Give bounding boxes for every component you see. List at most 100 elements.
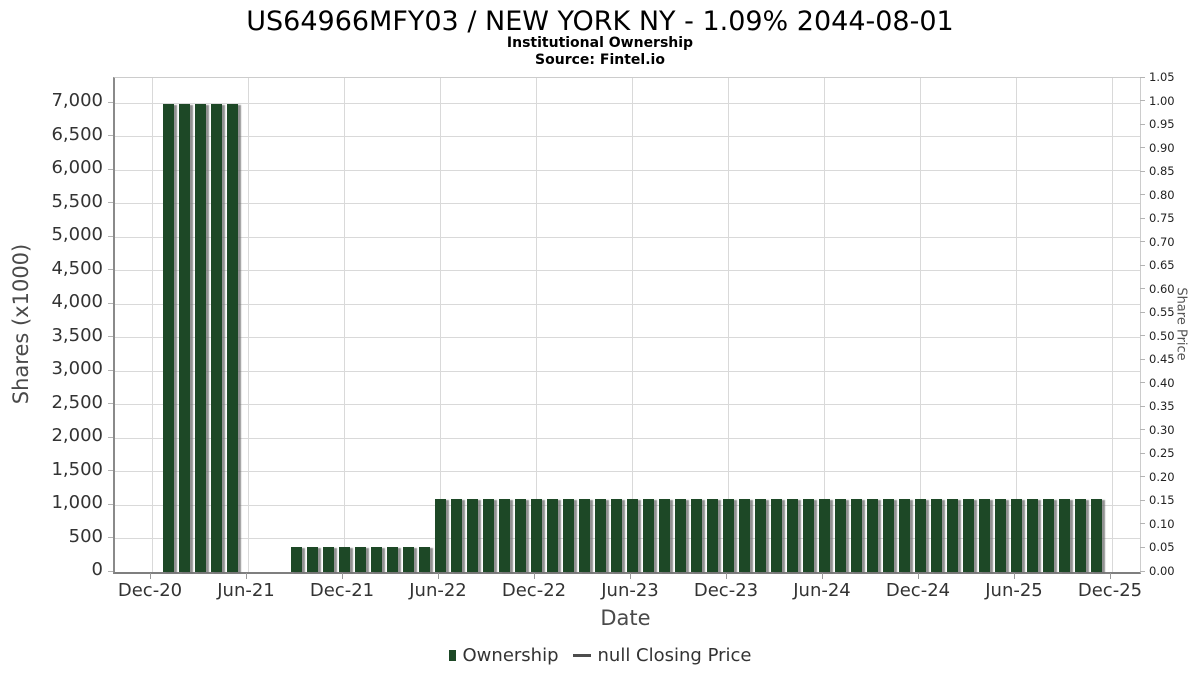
y-gridline [115, 404, 1140, 405]
ownership-bar[interactable] [194, 103, 206, 572]
ownership-bar[interactable] [818, 498, 830, 572]
ownership-bar[interactable] [338, 546, 350, 572]
left-axis-tick-label: 2,000 [51, 425, 103, 446]
ownership-bar[interactable] [610, 498, 622, 572]
right-axis-tick-label: 0.90 [1149, 140, 1175, 155]
ownership-bar[interactable] [418, 546, 430, 572]
right-axis-tick-label: 0.45 [1149, 352, 1175, 367]
ownership-bar[interactable] [882, 498, 894, 572]
ownership-bar[interactable] [594, 498, 606, 572]
right-axis-tick [1140, 194, 1145, 196]
ownership-bar[interactable] [722, 498, 734, 572]
y-gridline [115, 303, 1140, 305]
ownership-bar[interactable] [402, 546, 414, 572]
x-gridline [151, 78, 153, 572]
ownership-bar[interactable] [162, 103, 174, 572]
left-axis-tick [108, 570, 113, 572]
y-gridline [115, 236, 1140, 238]
ownership-bar[interactable] [674, 498, 686, 572]
left-axis-tick [108, 403, 113, 404]
ownership-bar[interactable] [1010, 498, 1022, 572]
right-axis-tick-label: 0.05 [1149, 540, 1175, 555]
legend-item-closing-price[interactable]: null Closing Price [572, 645, 751, 666]
ownership-bar[interactable] [802, 498, 814, 572]
ownership-bar[interactable] [946, 498, 958, 572]
ownership-bar[interactable] [914, 498, 926, 572]
right-axis-tick-label: 0.60 [1149, 281, 1175, 296]
left-axis-tick [108, 135, 113, 136]
right-y-axis-title: Share Price [1173, 287, 1189, 361]
ownership-bar[interactable] [834, 498, 846, 572]
ownership-bar[interactable] [1090, 498, 1102, 572]
left-axis-tick [108, 101, 113, 103]
ownership-bar[interactable] [546, 498, 558, 572]
ownership-bar[interactable] [450, 498, 462, 572]
ownership-bar[interactable] [642, 498, 654, 572]
left-axis-tick [108, 470, 113, 471]
ownership-bar[interactable] [210, 103, 222, 572]
ownership-bar[interactable] [562, 498, 574, 572]
ownership-bar[interactable] [354, 546, 366, 572]
ownership-bar[interactable] [290, 546, 302, 572]
left-axis-tick-label: 2,500 [51, 391, 103, 413]
ownership-bar[interactable] [738, 498, 750, 572]
left-axis-tick-label: 0 [91, 559, 103, 580]
left-axis-tick [108, 302, 113, 304]
ownership-bar[interactable] [898, 498, 910, 572]
x-axis-tick [438, 573, 439, 579]
x-gridline [1015, 78, 1017, 572]
right-axis-tick-label: 0.80 [1149, 187, 1175, 202]
left-axis-tick-label: 5,500 [51, 190, 103, 212]
ownership-bar[interactable] [226, 103, 238, 572]
ownership-bar[interactable] [930, 498, 942, 572]
ownership-bar[interactable] [434, 498, 446, 572]
ownership-bar[interactable] [178, 103, 190, 572]
ownership-bar[interactable] [1026, 498, 1038, 572]
x-axis-tick [534, 573, 535, 579]
left-axis-tick-label: 5,000 [51, 224, 103, 245]
right-axis-tick-label: 0.00 [1149, 564, 1175, 578]
ownership-bar[interactable] [370, 546, 382, 572]
ownership-bar[interactable] [306, 546, 318, 572]
ownership-bar[interactable] [866, 498, 878, 572]
ownership-bar[interactable] [658, 498, 670, 572]
ownership-bar[interactable] [386, 546, 398, 572]
ownership-bar[interactable] [786, 498, 798, 572]
ownership-bar[interactable] [1042, 498, 1054, 572]
ownership-bar[interactable] [994, 498, 1006, 572]
ownership-bar[interactable] [770, 498, 782, 572]
ownership-bar[interactable] [578, 498, 590, 572]
left-axis-tick [108, 235, 113, 237]
right-axis-tick [1140, 546, 1145, 548]
y-gridline [115, 270, 1140, 271]
ownership-bar[interactable] [1058, 498, 1070, 572]
ownership-bar[interactable] [322, 546, 334, 572]
ownership-bar[interactable] [690, 498, 702, 572]
left-axis-tick [108, 269, 113, 270]
x-gridline [247, 78, 249, 572]
ownership-series-marker-icon [448, 650, 456, 661]
right-axis-tick-label: 0.35 [1149, 399, 1175, 414]
ownership-bar[interactable] [1074, 498, 1086, 572]
ownership-bar[interactable] [754, 498, 766, 572]
x-axis-tick-label: Jun-25 [985, 580, 1043, 601]
ownership-bar[interactable] [626, 498, 638, 572]
ownership-bar[interactable] [466, 498, 478, 572]
ownership-bar[interactable] [978, 498, 990, 572]
right-axis-tick-label: 1.00 [1149, 93, 1175, 108]
ownership-bar[interactable] [482, 498, 494, 572]
x-gridline [727, 78, 729, 572]
ownership-bar[interactable] [962, 498, 974, 572]
x-gridline [919, 78, 921, 572]
ownership-bar[interactable] [498, 498, 510, 572]
x-axis-tick [342, 573, 343, 579]
right-axis-tick [1140, 358, 1145, 360]
right-axis-tick-label: 0.25 [1149, 446, 1175, 461]
legend-item-ownership[interactable]: Ownership [448, 645, 559, 666]
ownership-bar[interactable] [530, 498, 542, 572]
left-axis-tick-label: 3,000 [51, 358, 103, 379]
ownership-bar[interactable] [850, 498, 862, 572]
ownership-bar[interactable] [706, 498, 718, 572]
ownership-bar[interactable] [514, 498, 526, 572]
x-axis-title: Date [600, 606, 651, 630]
